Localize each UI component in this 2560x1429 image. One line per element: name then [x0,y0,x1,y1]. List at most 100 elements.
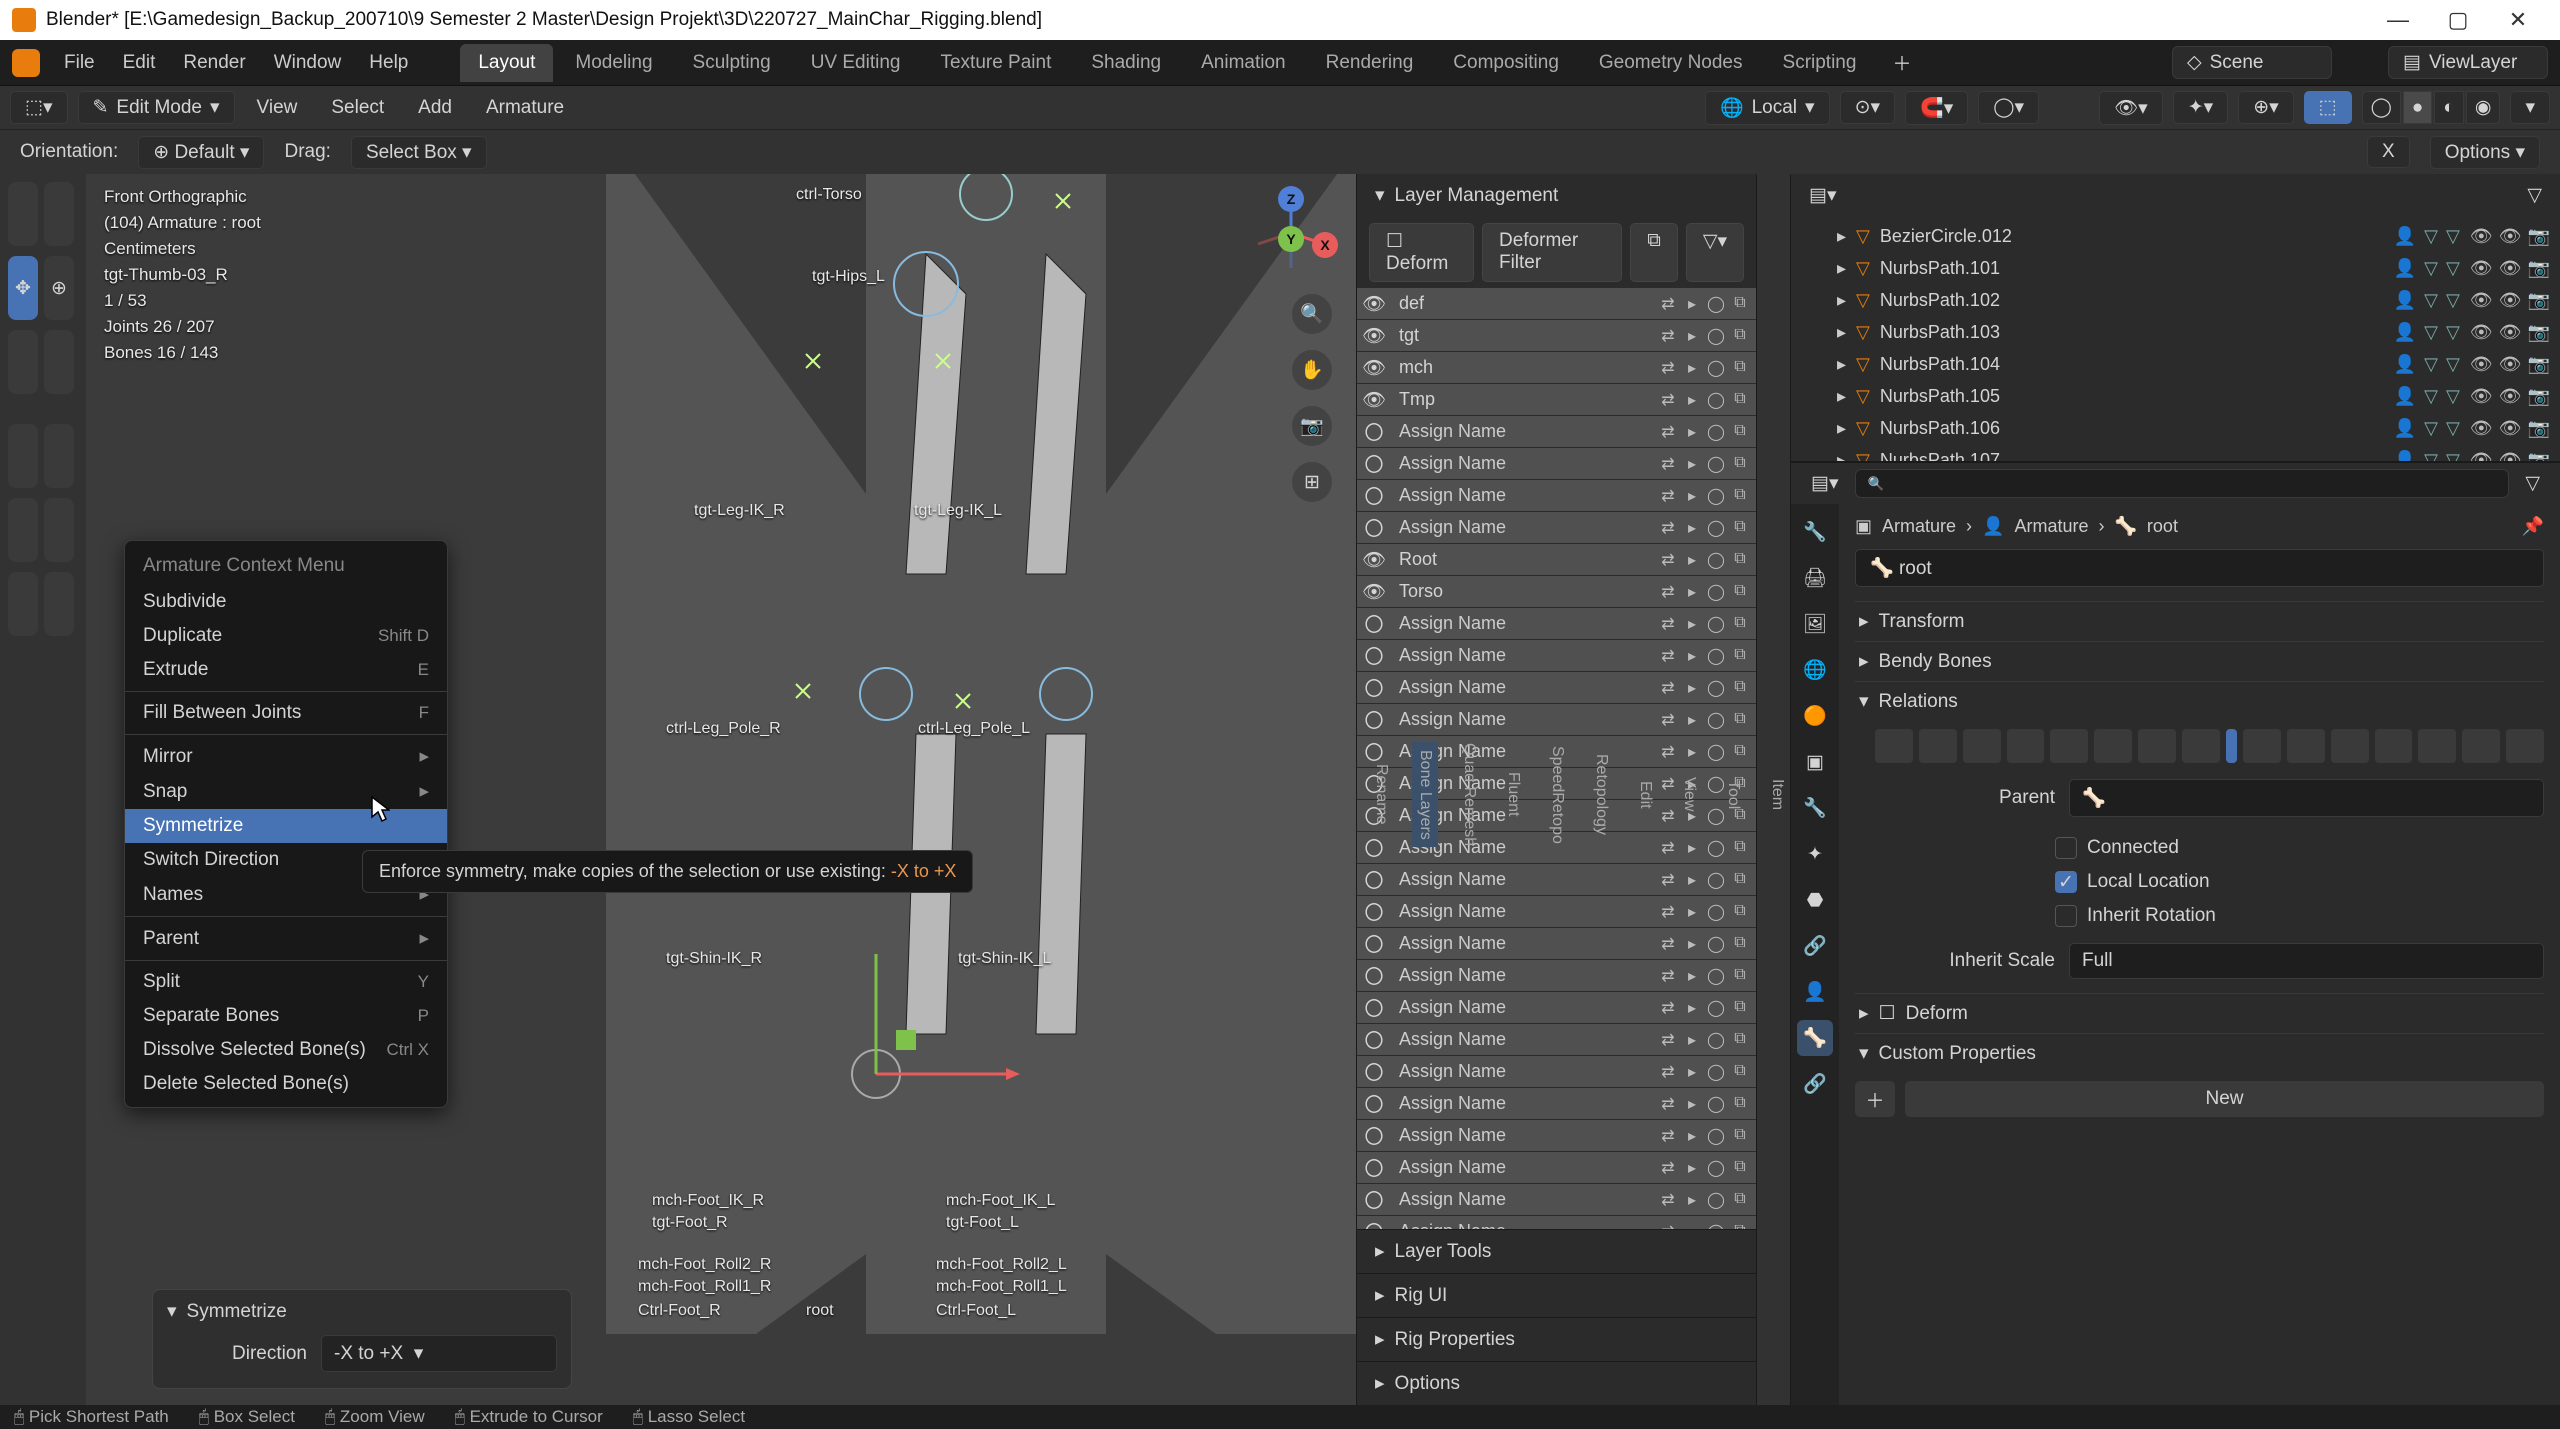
eye-icon[interactable]: 〇 [1357,1026,1391,1053]
layer-row-tmp[interactable]: 👁Tmp⇄▸◯⧉ [1357,384,1756,416]
ctx-split[interactable]: SplitY [125,965,447,999]
layer-assign-row[interactable]: 〇Assign Name⇄▸◯⧉ [1357,928,1756,960]
npanel-tab-retopology[interactable]: Retopology [1588,746,1614,843]
layer-assign-row[interactable]: 〇Assign Name⇄▸◯⧉ [1357,1056,1756,1088]
ctx-parent[interactable]: Parent [125,921,447,956]
eye-icon[interactable]: 〇 [1357,866,1391,893]
layer-row-torso[interactable]: 👁Torso⇄▸◯⧉ [1357,576,1756,608]
eye-icon[interactable]: 〇 [1357,418,1391,445]
menu-help[interactable]: Help [355,46,422,80]
tool-select-circle[interactable] [44,182,74,246]
npanel-tab-item[interactable]: Item [1764,771,1790,818]
npanel-tab-rename[interactable]: Rename [1368,756,1394,832]
drag-value-dropdown[interactable]: Select Box ▾ [351,136,487,169]
prop-tab-particles[interactable]: ✦ [1797,836,1833,872]
visibility-dropdown[interactable]: 👁▾ [2099,91,2163,125]
shading-solid[interactable]: ● [2403,91,2432,124]
layer-assign-row[interactable]: 〇Assign Name⇄▸◯⧉ [1357,896,1756,928]
fold-custom[interactable]: ▾Custom Properties [1855,1033,2544,1073]
eye-icon[interactable]: 〇 [1357,1090,1391,1117]
eye-icon[interactable]: 〇 [1357,1122,1391,1149]
eye-icon[interactable]: 〇 [1357,706,1391,733]
prop-tab-physics[interactable]: ⬣ [1797,882,1833,918]
layer-assign-row[interactable]: 〇Assign Name⇄▸◯⧉ [1357,416,1756,448]
fold-layer-tools[interactable]: ▸Layer Tools [1357,1229,1756,1273]
fold-rig-properties[interactable]: ▸Rig Properties [1357,1317,1756,1361]
eye-icon[interactable]: 〇 [1357,1058,1391,1085]
prop-tab-data[interactable]: 👤 [1797,974,1833,1010]
eye-icon[interactable]: 👁 [1357,324,1391,348]
minimize-button[interactable]: — [2368,7,2428,33]
npanel-tab-fluent[interactable]: Fluent [1500,764,1526,824]
menu-file[interactable]: File [50,46,109,80]
xray-toggle[interactable]: ⬚ [2304,91,2352,124]
outliner-item[interactable]: ▸▽NurbsPath.105👤▽▽👁👁📷 [1791,380,2560,412]
close-button[interactable]: ✕ [2488,7,2548,33]
eye-icon[interactable]: 〇 [1357,898,1391,925]
layer-assign-row[interactable]: 〇Assign Name⇄▸◯⧉ [1357,1152,1756,1184]
prop-tab-viewlayer[interactable]: 🖼 [1797,606,1833,642]
nav-gizmo[interactable]: X Y Z [1246,188,1336,278]
outliner-type[interactable]: ▤▾ [1801,180,1845,211]
transform-orientation-dropdown[interactable]: 🌐 Local ▾ [1705,91,1830,125]
workspace-tab-layout[interactable]: Layout [460,44,553,82]
fold-relations[interactable]: ▾Relations [1855,681,2544,721]
ctx-extrude[interactable]: ExtrudeE [125,653,447,687]
layer-row-tgt[interactable]: 👁tgt⇄▸◯⧉ [1357,320,1756,352]
scene-dropdown[interactable]: ◇ Scene [2172,46,2332,79]
deformer-filter-button[interactable]: Deformer Filter [1482,223,1622,282]
eye-icon[interactable]: 👁 [1357,388,1391,412]
editor-type-dropdown[interactable]: ⬚▾ [10,91,68,124]
prop-tab-boneconstraint[interactable]: 🔗 [1797,1066,1833,1102]
workspace-tab-shading[interactable]: Shading [1073,44,1179,82]
shading-options[interactable]: ▾ [2510,91,2550,124]
inherit-rotation-checkbox[interactable] [2055,905,2077,927]
mirror-x[interactable]: X [2367,136,2410,168]
eye-icon[interactable]: 〇 [1357,642,1391,669]
ctx-subdivide[interactable]: Subdivide [125,585,447,619]
copy-layer-button[interactable]: ⧉ [1630,223,1678,282]
tool-annotate[interactable] [8,424,38,488]
eye-icon[interactable]: 👁 [1357,292,1391,316]
outliner-filter-2[interactable]: ▽ [2517,468,2548,499]
npanel-tab-quad-remesh[interactable]: Quad Remesh [1456,735,1482,854]
prop-tab-bone[interactable]: 🦴 [1797,1020,1833,1056]
ctx-snap[interactable]: Snap [125,774,447,809]
inherit-scale-dropdown[interactable]: Full [2069,943,2544,979]
fold-bendy[interactable]: ▸Bendy Bones [1855,641,2544,681]
layer-assign-row[interactable]: 〇Assign Name⇄▸◯⧉ [1357,704,1756,736]
armature-menu[interactable]: Armature [474,93,576,123]
pivot-dropdown[interactable]: ⊙▾ [1840,91,1895,124]
tool-shear[interactable] [44,572,74,636]
workspace-tab-compositing[interactable]: Compositing [1435,44,1577,82]
n-panel-tabs[interactable]: ItemToolViewEditRetopologySpeedRetopoFlu… [1756,174,1790,1405]
menu-render[interactable]: Render [169,46,259,80]
ctx-separate-bones[interactable]: Separate BonesP [125,999,447,1033]
eye-icon[interactable]: 👁 [1357,580,1391,604]
eye-icon[interactable]: 👁 [1357,356,1391,380]
npanel-tab-tool[interactable]: Tool [1720,772,1746,817]
layer-assign-row[interactable]: 〇Assign Name⇄▸◯⧉ [1357,1120,1756,1152]
tool-measure[interactable] [44,424,74,488]
filter-dropdown[interactable]: ▽▾ [1686,223,1744,282]
layer-row-mch[interactable]: 👁mch⇄▸◯⧉ [1357,352,1756,384]
operator-direction-dropdown[interactable]: -X to +X ▾ [321,1335,557,1372]
menu-window[interactable]: Window [260,46,356,80]
display-mode[interactable]: ▤▾ [1803,468,1847,499]
gizmo-dropdown[interactable]: ✦▾ [2173,91,2228,124]
fold-deform[interactable]: ▸☐Deform [1855,993,2544,1033]
perspective-icon[interactable]: ⊞ [1292,462,1332,502]
npanel-tab-edit[interactable]: Edit [1632,773,1658,817]
eye-icon[interactable]: 〇 [1357,610,1391,637]
tool-bone-size[interactable] [44,498,74,562]
eye-icon[interactable]: 〇 [1357,482,1391,509]
prop-tab-world[interactable]: 🟠 [1797,698,1833,734]
fold-transform[interactable]: ▸Transform [1855,601,2544,641]
eye-icon[interactable]: 〇 [1357,514,1391,541]
workspace-tab-animation[interactable]: Animation [1183,44,1304,82]
layer-assign-row[interactable]: 〇Assign Name⇄▸◯⧉ [1357,448,1756,480]
shading-wire[interactable]: ◯ [2362,91,2401,124]
workspace-tab-texture-paint[interactable]: Texture Paint [922,44,1069,82]
eye-icon[interactable]: 〇 [1357,994,1391,1021]
camera-icon[interactable]: 📷 [1292,406,1332,446]
